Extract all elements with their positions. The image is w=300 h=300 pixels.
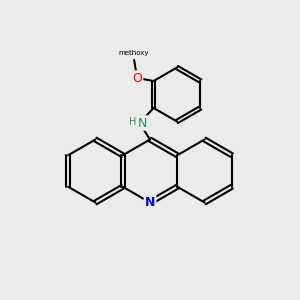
Text: N: N	[138, 116, 147, 130]
Text: H: H	[129, 116, 137, 127]
Text: methoxy: methoxy	[119, 50, 149, 56]
Text: O: O	[132, 71, 142, 85]
Text: N: N	[145, 196, 155, 209]
